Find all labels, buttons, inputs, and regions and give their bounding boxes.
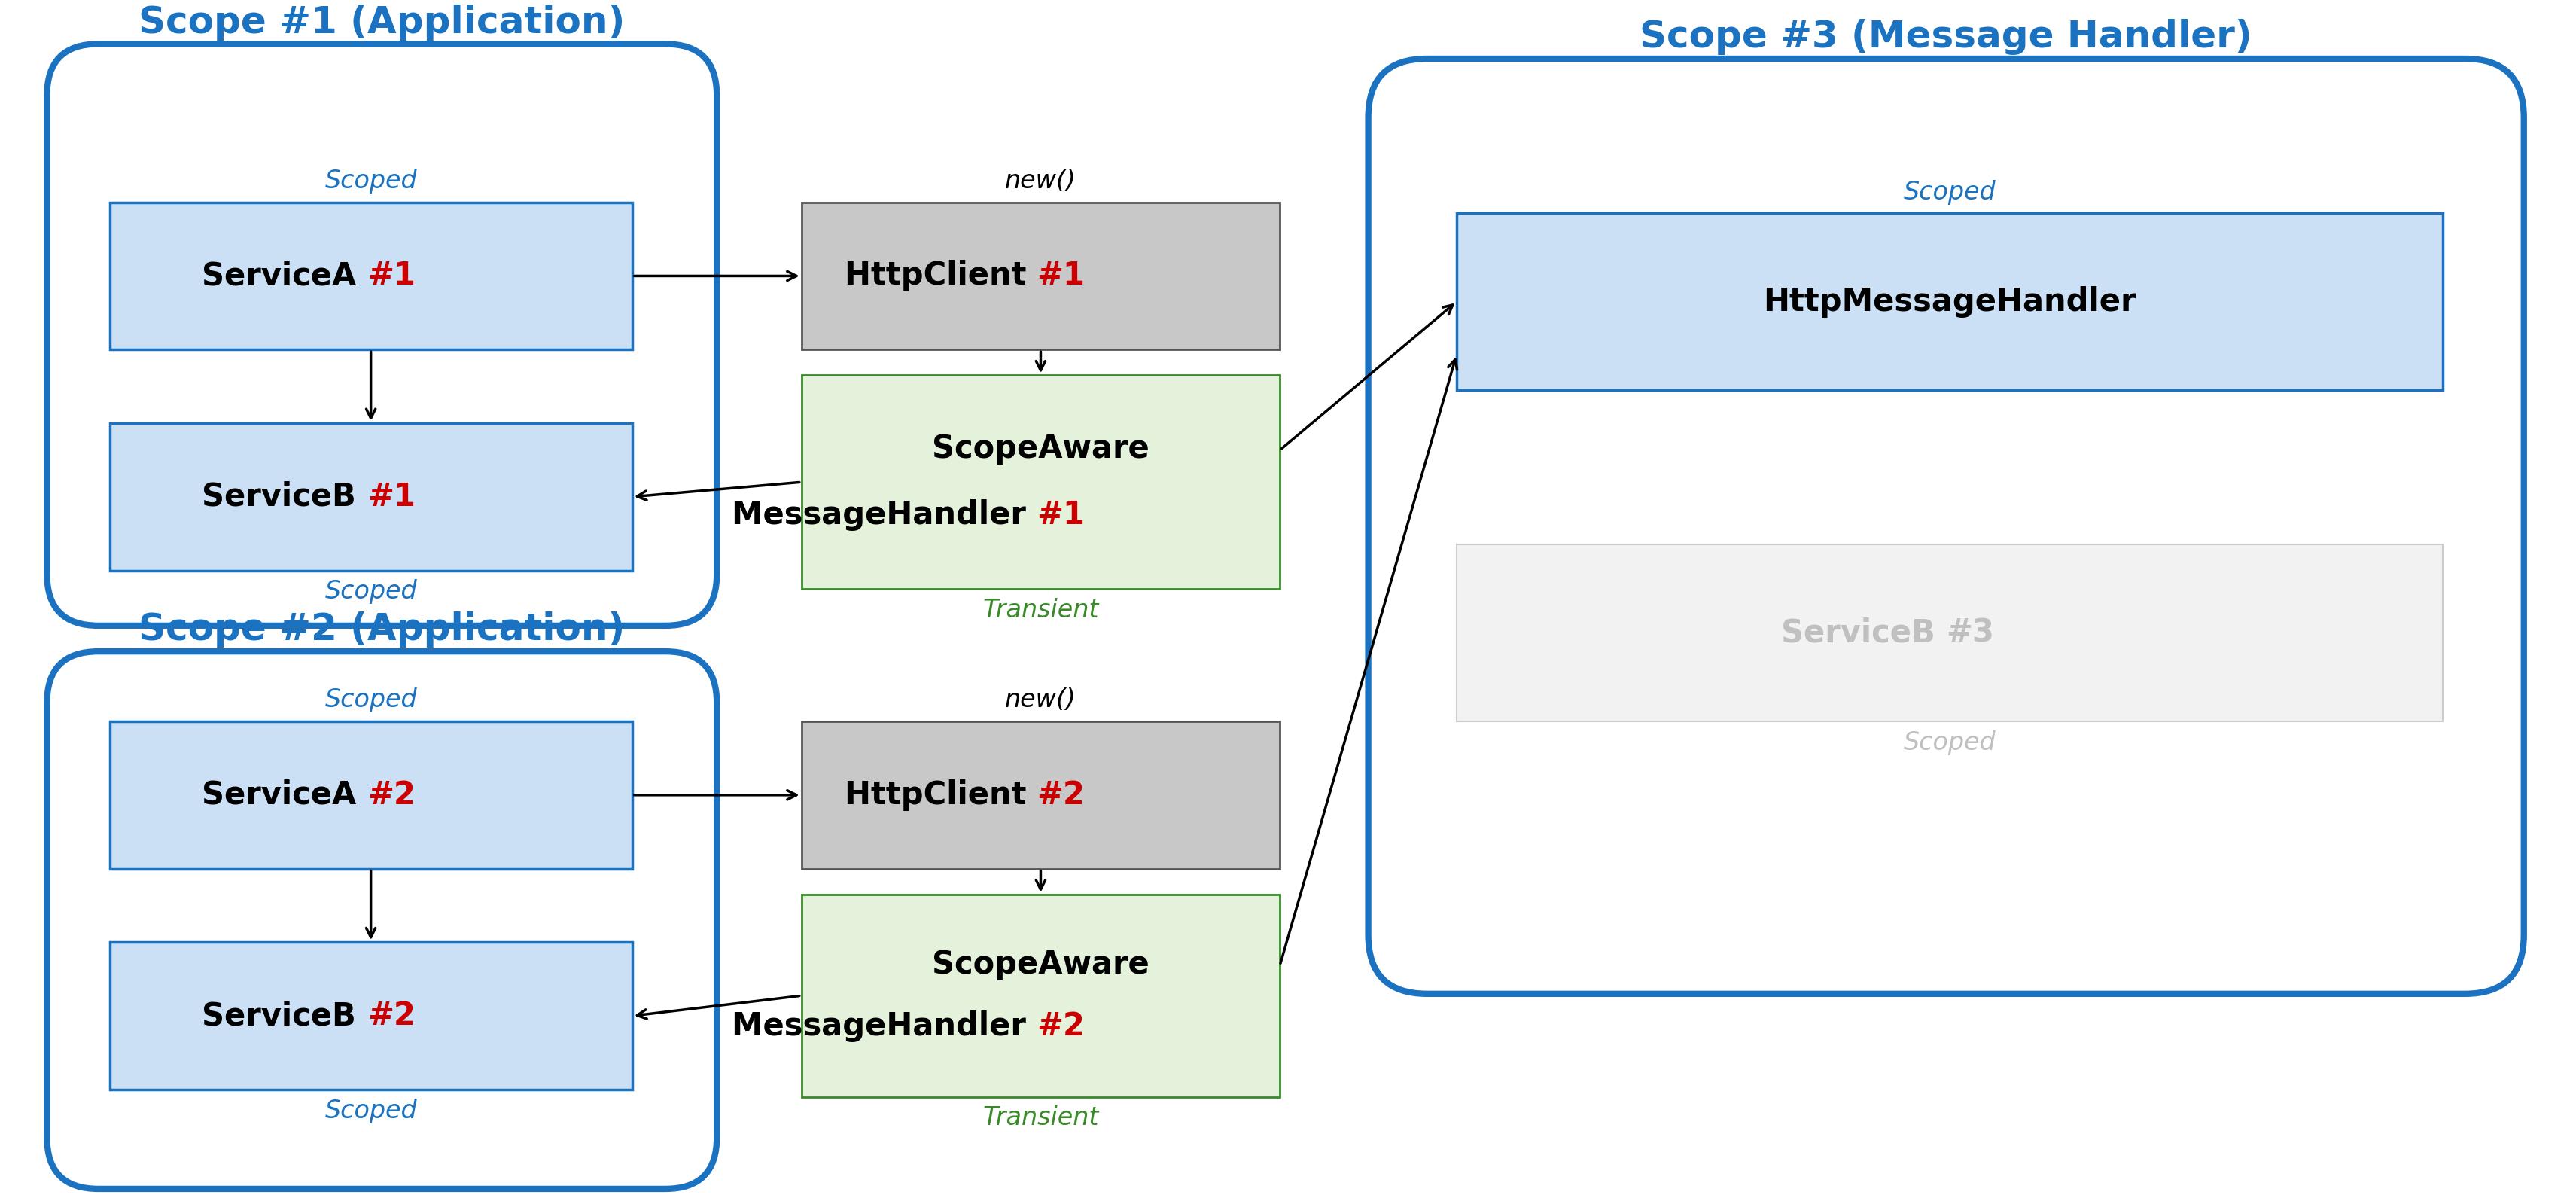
Text: #1: #1 (368, 480, 415, 513)
Text: #1: #1 (1038, 500, 1084, 531)
Text: Scoped: Scoped (325, 1099, 417, 1123)
FancyBboxPatch shape (1455, 545, 2442, 722)
Text: HttpClient: HttpClient (845, 261, 1038, 292)
Text: Scoped: Scoped (1904, 730, 1996, 755)
FancyBboxPatch shape (111, 943, 631, 1089)
FancyBboxPatch shape (801, 895, 1280, 1097)
Text: new(): new() (1005, 688, 1077, 712)
Text: ServiceB: ServiceB (201, 1000, 368, 1032)
Text: #2: #2 (1038, 779, 1084, 811)
Text: Scope #2 (Application): Scope #2 (Application) (139, 611, 626, 647)
Text: ScopeAware: ScopeAware (933, 949, 1149, 980)
Text: MessageHandler: MessageHandler (732, 1011, 1038, 1042)
Text: Scoped: Scoped (1904, 180, 1996, 204)
Text: ServiceB: ServiceB (201, 480, 368, 513)
Text: Scoped: Scoped (325, 579, 417, 604)
Text: #3: #3 (1945, 617, 1994, 649)
FancyBboxPatch shape (111, 722, 631, 868)
FancyBboxPatch shape (1368, 59, 2524, 993)
Text: MessageHandler: MessageHandler (732, 500, 1038, 531)
FancyBboxPatch shape (801, 202, 1280, 349)
FancyBboxPatch shape (801, 722, 1280, 868)
Text: Transient: Transient (981, 598, 1100, 622)
Text: ServiceA: ServiceA (201, 261, 368, 292)
FancyBboxPatch shape (801, 376, 1280, 588)
Text: ServiceB: ServiceB (1780, 617, 1945, 649)
FancyBboxPatch shape (111, 202, 631, 349)
Text: Transient: Transient (981, 1106, 1100, 1130)
Text: Scope #1 (Application): Scope #1 (Application) (139, 4, 626, 41)
Text: #1: #1 (368, 261, 415, 292)
Text: Scoped: Scoped (325, 688, 417, 712)
Text: HttpMessageHandler: HttpMessageHandler (1762, 286, 2136, 317)
FancyBboxPatch shape (46, 44, 716, 626)
Text: Scope #3 (Message Handler): Scope #3 (Message Handler) (1641, 19, 2251, 55)
FancyBboxPatch shape (1455, 214, 2442, 390)
Text: #2: #2 (1038, 1011, 1084, 1042)
FancyBboxPatch shape (46, 651, 716, 1189)
Text: HttpClient: HttpClient (845, 779, 1038, 811)
Text: #1: #1 (1038, 261, 1084, 292)
Text: ServiceA: ServiceA (201, 779, 368, 811)
Text: #2: #2 (368, 1000, 415, 1032)
Text: #2: #2 (368, 779, 415, 811)
FancyBboxPatch shape (111, 423, 631, 570)
Text: Scoped: Scoped (325, 168, 417, 193)
Text: ScopeAware: ScopeAware (933, 434, 1149, 465)
Text: new(): new() (1005, 168, 1077, 193)
